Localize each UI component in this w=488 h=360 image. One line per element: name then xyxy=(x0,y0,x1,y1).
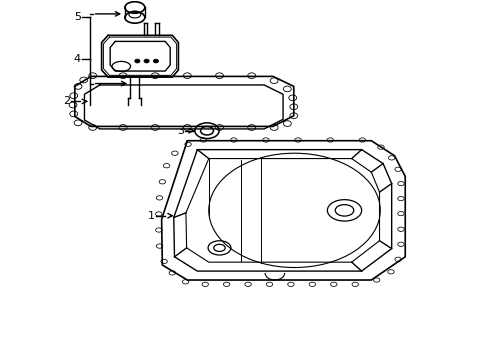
Text: 5: 5 xyxy=(74,13,81,22)
Ellipse shape xyxy=(135,59,140,63)
Text: 2: 2 xyxy=(63,96,70,107)
Text: 4: 4 xyxy=(74,54,81,64)
Text: 1: 1 xyxy=(147,211,154,221)
Ellipse shape xyxy=(144,59,149,63)
Ellipse shape xyxy=(153,59,158,63)
Text: 3: 3 xyxy=(176,126,183,136)
